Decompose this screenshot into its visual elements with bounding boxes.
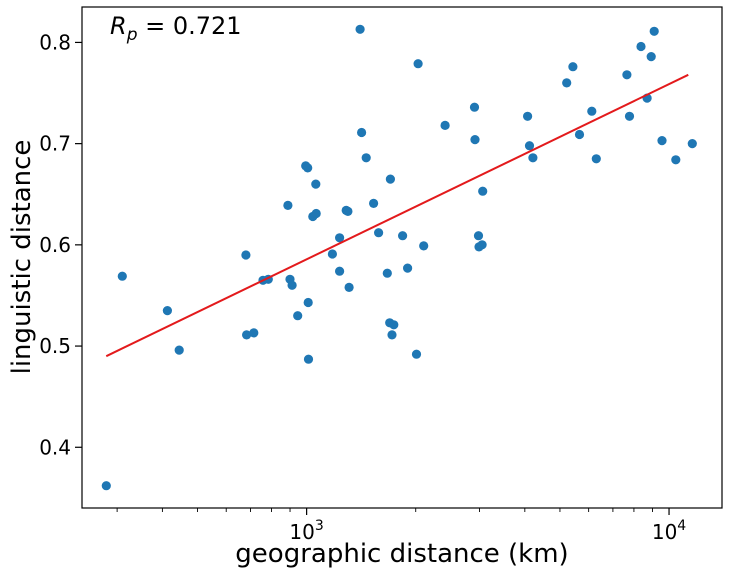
data-point <box>469 102 480 112</box>
x-tick-label: 103 <box>289 518 323 544</box>
y-tick-label: 0.6 <box>39 233 71 257</box>
data-markers <box>101 24 697 491</box>
data-point <box>646 52 656 62</box>
data-point <box>478 186 488 196</box>
data-point <box>387 330 397 340</box>
correlation-annotation: Rp = 0.721 <box>110 12 242 45</box>
data-point <box>101 481 111 491</box>
data-point <box>574 129 585 140</box>
data-point <box>440 120 450 130</box>
data-point <box>335 266 345 276</box>
data-point <box>523 111 533 121</box>
data-point <box>562 78 572 88</box>
data-point <box>242 330 252 340</box>
plot-frame <box>81 6 723 509</box>
data-point <box>419 241 429 251</box>
data-point <box>357 127 367 138</box>
data-point <box>403 263 413 273</box>
data-point <box>369 198 379 208</box>
data-point <box>568 62 578 72</box>
data-point <box>687 139 697 149</box>
data-point <box>477 240 487 250</box>
annotation-symbol: R <box>110 12 127 40</box>
data-point <box>344 282 354 292</box>
data-point <box>303 354 314 364</box>
data-point <box>382 268 392 278</box>
data-point <box>241 250 251 260</box>
data-point <box>591 154 601 164</box>
data-point <box>303 163 313 173</box>
data-point <box>470 135 480 145</box>
fit-line <box>105 73 689 358</box>
data-point <box>657 136 667 146</box>
y-tick-label: 0.5 <box>39 334 71 358</box>
data-point <box>287 280 297 290</box>
data-point <box>311 208 321 219</box>
x-axis-label: geographic distance (km) <box>235 539 568 569</box>
data-point <box>587 106 597 116</box>
annotation-value: = 0.721 <box>137 12 241 40</box>
data-point <box>671 155 681 165</box>
data-point <box>293 311 303 321</box>
data-point <box>117 271 127 281</box>
y-tick-label: 0.8 <box>39 30 71 54</box>
y-tick-label: 0.7 <box>39 132 71 156</box>
data-point <box>624 111 635 121</box>
data-point <box>473 231 484 241</box>
data-point <box>389 320 399 330</box>
data-point <box>374 228 384 238</box>
data-point <box>343 206 353 216</box>
data-point <box>327 249 337 259</box>
data-point <box>398 231 408 241</box>
data-point <box>636 41 646 52</box>
data-point <box>649 26 659 36</box>
data-point <box>413 59 423 69</box>
y-tick-label: 0.4 <box>39 435 71 459</box>
data-point <box>249 328 259 338</box>
data-point <box>524 141 535 151</box>
data-point <box>528 153 538 163</box>
annotation-subscript: p <box>126 25 138 45</box>
x-axis-ticks: 103 104 <box>116 508 686 544</box>
data-point <box>311 179 321 189</box>
fit-line-group <box>105 73 689 358</box>
data-point <box>622 70 632 80</box>
data-point <box>355 24 365 34</box>
data-point <box>361 153 371 163</box>
data-point <box>174 345 184 355</box>
data-point <box>385 174 395 184</box>
data-point <box>335 233 345 243</box>
data-point <box>162 306 172 316</box>
y-axis-label: linguistic distance <box>7 140 37 375</box>
data-point <box>303 297 313 308</box>
data-point <box>411 349 422 359</box>
x-tick-label: 104 <box>652 518 686 544</box>
y-axis-ticks: 0.4 0.5 0.6 0.7 0.8 <box>39 30 82 459</box>
data-point <box>283 200 293 210</box>
